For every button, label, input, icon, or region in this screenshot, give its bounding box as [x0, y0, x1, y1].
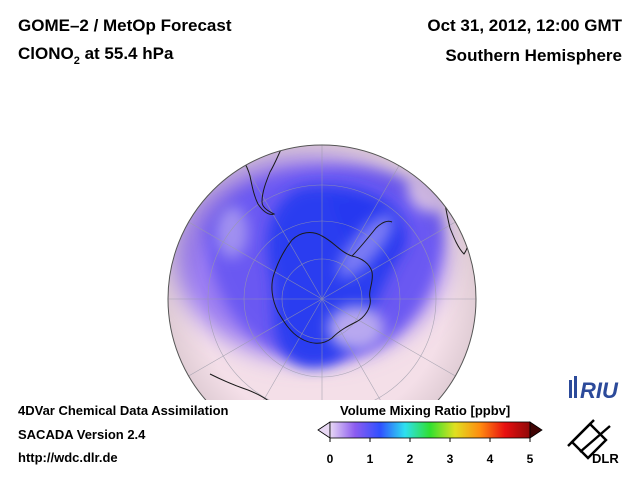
meridian-line	[321, 298, 470, 385]
species-formula: ClONO	[18, 44, 74, 63]
coastline-australia	[209, 373, 273, 400]
coastline-antarctic-peninsula	[351, 220, 393, 257]
coastline-antarctica	[271, 232, 373, 344]
colorbar: 0 1 2 3 4 5	[317, 421, 543, 466]
colorbar-tick-label: 4	[487, 452, 494, 466]
latitude-circle	[207, 184, 437, 400]
riu-logo-text: RIU	[580, 378, 619, 403]
colorbar-title: Volume Mixing Ratio [ppbv]	[340, 403, 511, 418]
species-label: ClONO2 at 55.4 hPa	[18, 44, 174, 67]
colorbar-tick-label: 1	[367, 452, 374, 466]
dlr-logo-text: DLR	[592, 451, 619, 466]
meridian-line	[236, 298, 323, 400]
product-title: GOME–2 / MetOp Forecast	[18, 16, 232, 35]
footer-url: http://wdc.dlr.de	[18, 450, 118, 465]
meridian-line	[174, 298, 323, 385]
coastlines	[209, 145, 470, 400]
latitude-circle	[243, 220, 401, 378]
colorbar-tick-label: 5	[527, 452, 534, 466]
coastline-south-america	[219, 145, 295, 215]
dlr-emblem-icon	[567, 419, 611, 460]
footer-assimilation: 4DVar Chemical Data Assimilation	[18, 403, 229, 418]
colorbar-high-arrow	[529, 421, 543, 439]
footer-version: SACADA Version 2.4	[18, 427, 146, 442]
colorbar-tick-label: 3	[447, 452, 454, 466]
colorbar-gradient	[329, 421, 531, 439]
forecast-date: Oct 31, 2012, 12:00 GMT	[427, 16, 622, 35]
meridian-line	[321, 151, 408, 300]
dlr-logo: DLR	[567, 419, 619, 466]
meridian-line	[321, 213, 470, 300]
globe-outline	[167, 144, 477, 400]
colorbar-tick-label: 0	[327, 452, 334, 466]
latitude-circle	[281, 258, 363, 340]
graticule-lines	[168, 145, 476, 400]
pressure-level: at 55.4 hPa	[79, 44, 174, 63]
colorbar-low-arrow	[317, 421, 331, 439]
colorbar-tick-label: 2	[407, 452, 414, 466]
meridian-line	[236, 151, 323, 300]
globe-field	[168, 145, 476, 400]
polar-globe-map	[167, 144, 477, 400]
meridian-line	[174, 213, 323, 300]
riu-logo: RIU	[569, 376, 619, 403]
region-label: Southern Hemisphere	[445, 46, 622, 65]
species-subscript: 2	[73, 55, 80, 67]
meridian-line	[321, 298, 408, 400]
